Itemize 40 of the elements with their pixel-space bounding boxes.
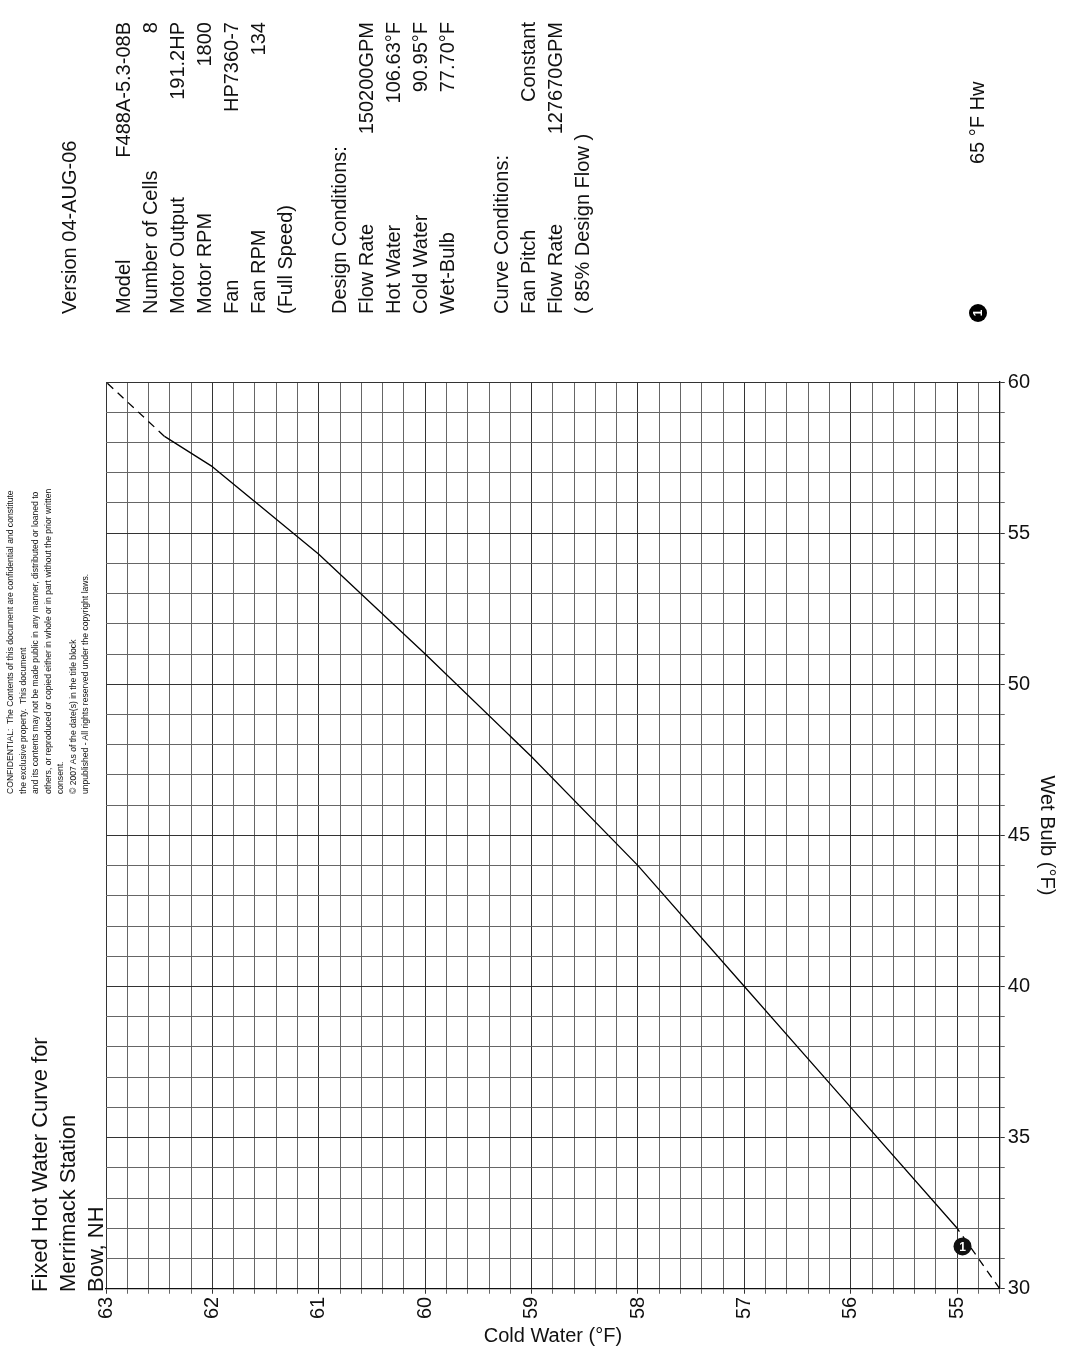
y-tick-label: 35 <box>1007 1125 1030 1148</box>
text: Cold Water 90.95°F <box>409 22 431 314</box>
text: Motor Output 191.2HP <box>166 22 188 314</box>
text: Flow Rate 150200GPM <box>355 22 377 314</box>
y-tick-label: 60 <box>1007 369 1030 392</box>
text: Curve Conditions: <box>489 155 513 314</box>
text: Motor RPM 1800 <box>193 22 215 314</box>
text: Version 04-AUG-06 <box>57 140 81 314</box>
text: Design Conditions: <box>327 146 351 314</box>
x-tick-label: 62 <box>199 1296 222 1319</box>
text: Fixed Hot Water Curve for Merrimack Station Bow, NH <box>26 1037 109 1292</box>
text: Fan RPM 134 <box>247 22 269 314</box>
x-tick-label: 55 <box>944 1296 967 1319</box>
y-tick-label: 45 <box>1007 822 1030 845</box>
x-tick-label: 61 <box>306 1296 329 1319</box>
x-tick-label: 58 <box>625 1296 648 1319</box>
x-tick-label: 56 <box>838 1296 861 1319</box>
y-tick-label: 55 <box>1007 520 1030 543</box>
x-tick-label: 59 <box>519 1296 542 1319</box>
text: CONFIDENTIAL: The Contents of this document are confidential and constitute the exclusive property. This document and its contents may not be made public in any manner, distributed or loaned to others, or reproduced or copied either in whole or in part without the prior written consent. © 2007 As of the date(s) in the title block unpublished - All rights reserved under the copyright laws. <box>4 488 91 794</box>
y-tick-label: 50 <box>1007 671 1030 694</box>
text: Fan HP7360-7 <box>220 22 242 314</box>
x-tick-label: 57 <box>731 1296 754 1319</box>
text: Wet-Bulb 77.70°F <box>436 22 458 314</box>
text: ( 85% Design Flow ) <box>570 133 594 314</box>
y-tick-label: 30 <box>1007 1276 1030 1299</box>
text: Model F488A-5.3-08B <box>112 22 134 314</box>
x-tick-label: 63 <box>93 1296 116 1319</box>
text: 65 °F Hw <box>966 81 989 164</box>
numbered-circle-icon: 1 <box>968 304 987 322</box>
x-tick-label: 60 <box>412 1296 435 1319</box>
text: Hot Water 106.63°F <box>382 22 404 314</box>
annotation: 1 <box>959 1239 967 1254</box>
text: Flow Rate 127670GPM <box>544 22 566 314</box>
text: Fan Pitch Constant <box>517 22 539 314</box>
y-axis-title: Wet Bulb (°F) <box>1037 775 1060 896</box>
x-axis-title: Cold Water (°F) <box>483 1323 623 1346</box>
y-tick-label: 40 <box>1007 974 1030 997</box>
text: Number of Cells 8 <box>139 22 161 314</box>
text: (Full Speed) <box>273 205 297 314</box>
